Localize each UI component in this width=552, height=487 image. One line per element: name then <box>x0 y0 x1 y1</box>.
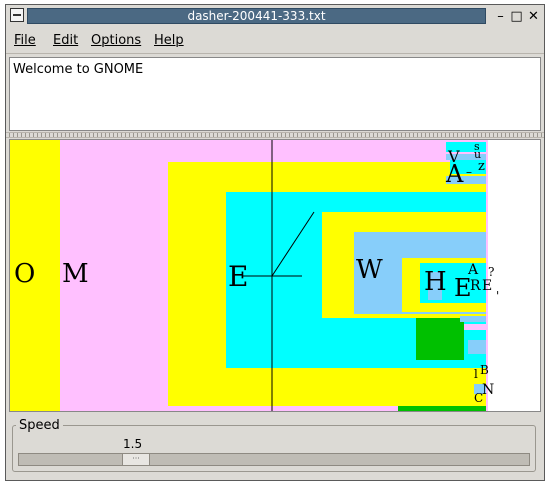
text-edit-area[interactable]: Welcome to GNOME <box>9 57 541 131</box>
letter-z: z <box>478 159 485 174</box>
letter-h: H <box>424 267 447 297</box>
strip-2 <box>446 154 486 160</box>
strip-7 <box>468 340 486 354</box>
letter-b: B <box>480 363 489 377</box>
letter-dash: – <box>466 165 472 179</box>
menu-edit[interactable]: Edit <box>53 33 79 48</box>
pane-resize-handle[interactable] <box>6 132 544 138</box>
letter-a: A <box>445 160 464 188</box>
strip-8 <box>466 358 486 364</box>
window-title: dasher-200441-333.txt <box>27 8 486 24</box>
region-green <box>416 318 464 360</box>
menu-file[interactable]: File <box>14 33 36 48</box>
letter-l: l <box>474 367 478 381</box>
region-inner-blue <box>428 272 442 300</box>
strip-6 <box>464 324 486 330</box>
letter-o: O <box>14 259 35 289</box>
dasher-canvas[interactable]: O M E W H E V A – s u z A R E ? l B N C … <box>9 139 541 412</box>
letter-apostrophe: ' <box>496 289 499 303</box>
maximize-icon[interactable]: □ <box>510 9 523 24</box>
letter-u: u <box>474 148 481 161</box>
letter-e-tiny: E <box>482 278 492 294</box>
speed-slider[interactable]: ··· <box>18 453 530 466</box>
canvas-bg-right <box>488 140 540 411</box>
dasher-canvas-svg: O M E W H E V A – s u z A R E ? l B N C … <box>10 140 540 411</box>
letter-e-small: E <box>454 274 472 302</box>
region-o <box>10 140 60 411</box>
speed-value: 1.5 <box>123 437 143 451</box>
menu-bar: File Edit Options Help <box>6 28 544 54</box>
letter-w: W <box>356 255 383 285</box>
speed-label: Speed <box>16 418 63 433</box>
strip-green-bottom <box>398 406 486 411</box>
letter-c: C <box>474 391 483 405</box>
strip-1 <box>446 142 486 152</box>
letter-m: M <box>62 259 89 289</box>
speed-frame <box>12 425 536 472</box>
letter-a-small: A <box>467 262 479 278</box>
minimize-icon[interactable]: – <box>497 9 504 24</box>
strip-3 <box>450 160 486 174</box>
letter-s: s <box>474 140 480 153</box>
letter-e: E <box>228 260 248 293</box>
strip-9 <box>474 384 486 394</box>
letter-question: ? <box>488 265 494 279</box>
strip-4 <box>446 176 486 184</box>
speed-slider-knob[interactable]: ··· <box>122 454 150 465</box>
edit-text: Welcome to GNOME <box>13 62 144 77</box>
pointer-line <box>271 211 315 277</box>
menu-help[interactable]: Help <box>154 33 184 48</box>
menu-options[interactable]: Options <box>91 33 142 48</box>
title-bar[interactable]: dasher-200441-333.txt – □ ✕ <box>6 5 544 27</box>
letter-v: V <box>447 147 460 166</box>
strip-5 <box>460 316 486 322</box>
close-icon[interactable]: ✕ <box>528 9 539 24</box>
letter-r: R <box>470 278 481 294</box>
letter-n: N <box>482 382 494 398</box>
app-window: dasher-200441-333.txt – □ ✕ File Edit Op… <box>5 4 545 481</box>
window-menu-button[interactable] <box>10 8 24 22</box>
